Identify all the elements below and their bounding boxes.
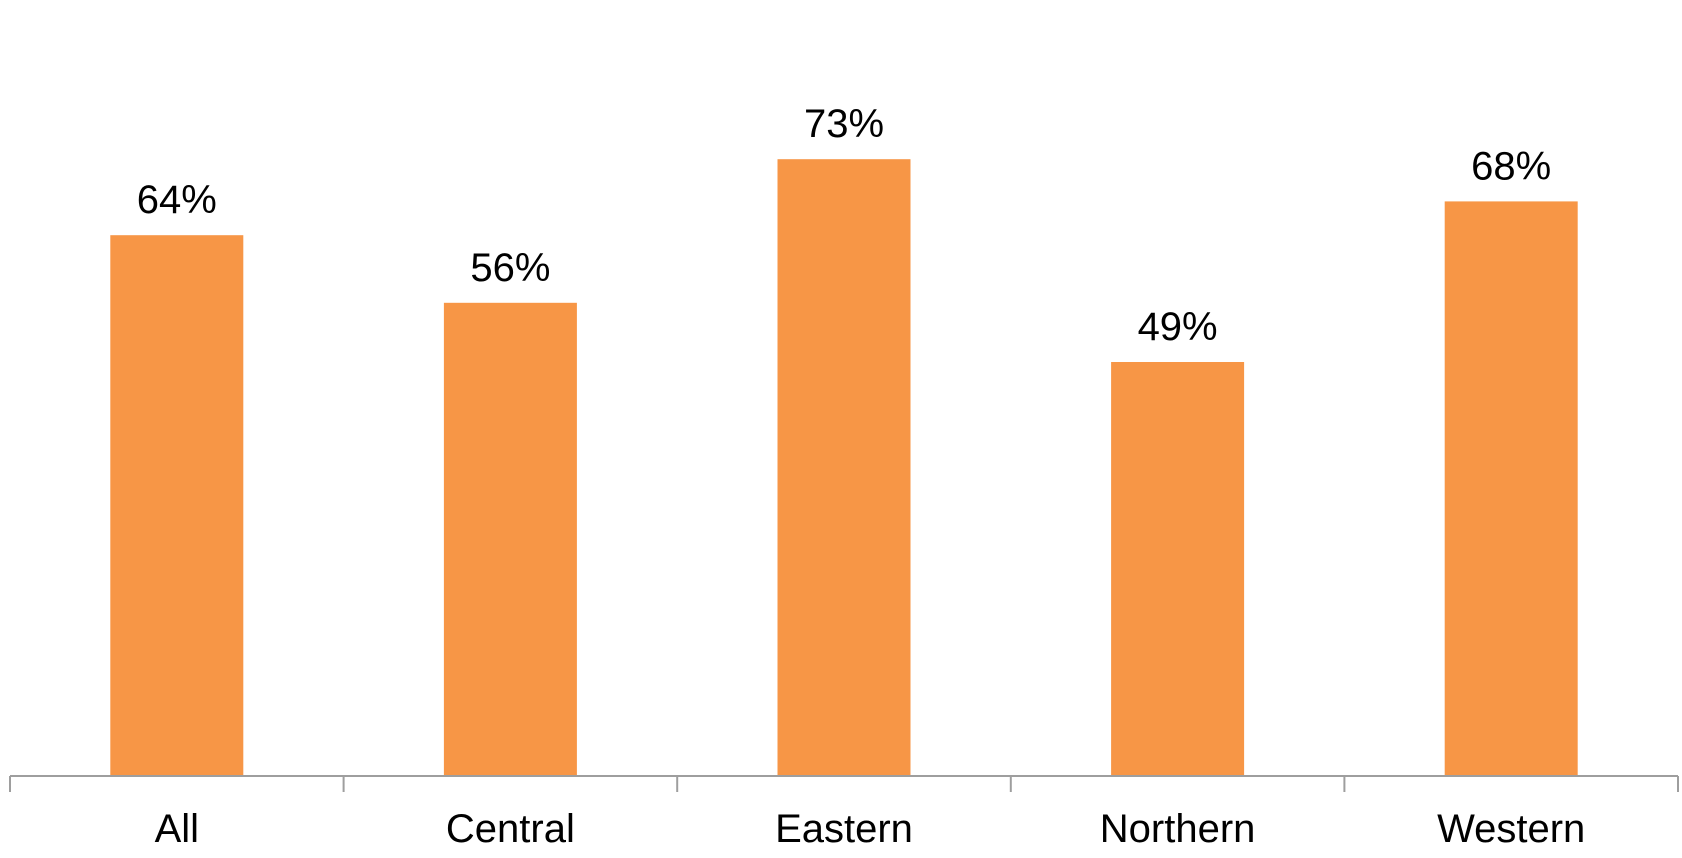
bars-group	[110, 159, 1578, 776]
bar-northern	[1111, 362, 1245, 776]
data-label-eastern: 73%	[804, 102, 884, 146]
bar-western	[1444, 201, 1578, 776]
tick-label-northern: Northern	[1100, 807, 1256, 851]
data-label-northern: 49%	[1138, 305, 1218, 349]
tick-label-western: Western	[1437, 807, 1585, 851]
data-label-all: 64%	[137, 178, 217, 222]
bar-central	[443, 302, 577, 776]
tick-label-central: Central	[446, 807, 575, 851]
data-labels-group: 64% 56% 73% 49% 68%	[137, 102, 1551, 349]
x-axis-ticks	[9, 776, 1679, 792]
x-axis-tick-labels: All Central Eastern Northern Western	[155, 807, 1586, 851]
data-label-western: 68%	[1471, 144, 1551, 188]
bar-eastern	[777, 159, 911, 776]
bar-all	[110, 235, 244, 776]
tick-label-eastern: Eastern	[775, 807, 913, 851]
tick-label-all: All	[155, 807, 199, 851]
data-label-central: 56%	[470, 246, 550, 290]
